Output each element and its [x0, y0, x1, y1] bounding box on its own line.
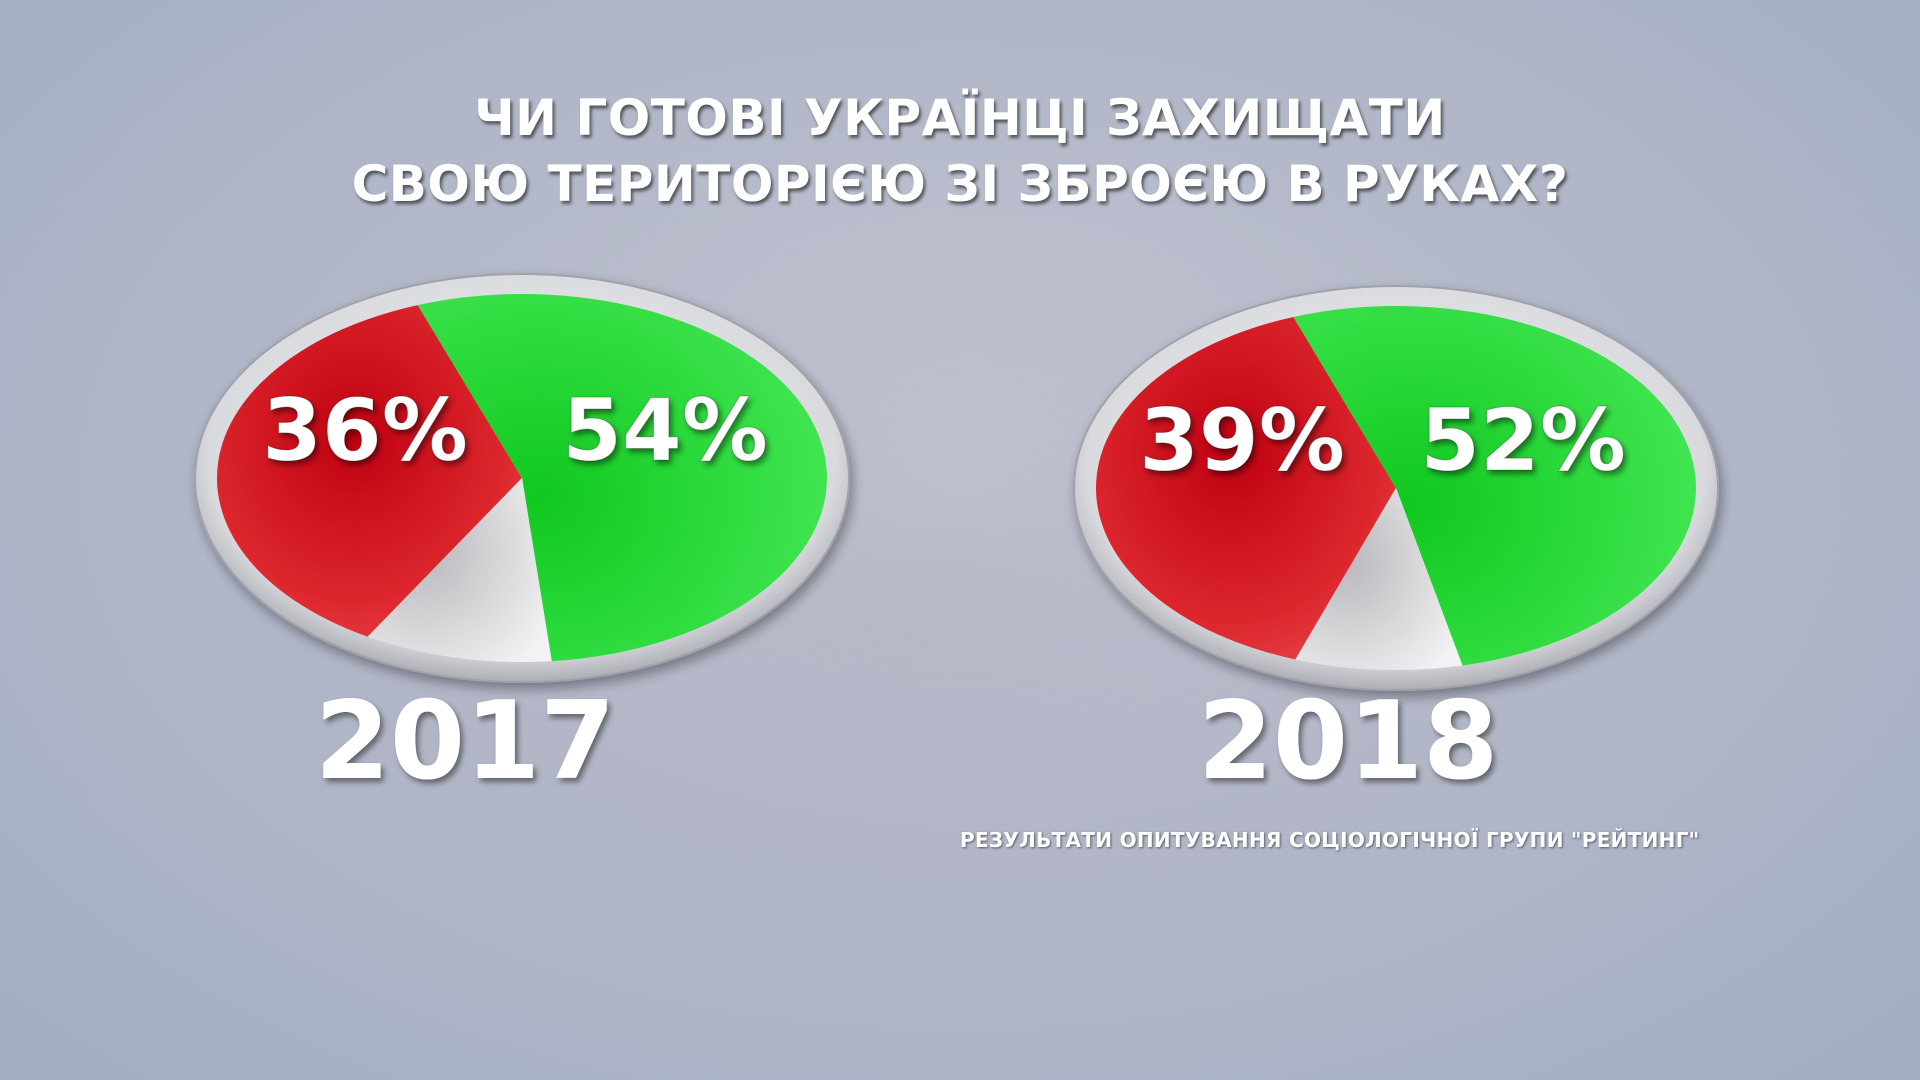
year-label-2017: 2017: [315, 679, 616, 804]
chart-title-line-2: СВОЮ ТЕРИТОРІЄЮ ЗІ ЗБРОЄЮ В РУКАХ?: [351, 155, 1569, 213]
slice-positive-label-2017: 54%: [562, 381, 768, 481]
slice-positive-2017: [417, 294, 827, 662]
year-label-2018: 2018: [1198, 679, 1499, 804]
source-note: РЕЗУЛЬТАТИ ОПИТУВАННЯ СОЦІОЛОГІЧНОЇ ГРУП…: [960, 828, 1700, 852]
pie-chart-2018: 39% 52%: [1073, 285, 1719, 691]
slice-negative-label-2017: 36%: [262, 381, 468, 481]
slice-negative-label-2018: 39%: [1139, 391, 1345, 491]
slice-undecided-2018: [1295, 488, 1463, 670]
slice-positive-2018: [1293, 306, 1696, 666]
slice-negative-2018: [1095, 316, 1396, 660]
slice-positive-label-2018: 52%: [1420, 391, 1626, 491]
pie-chart-2017: 36% 54%: [194, 273, 850, 683]
slice-negative-2017: [216, 305, 522, 637]
chart-title-line-1: ЧИ ГОТОВІ УКРАЇНЦІ ЗАХИЩАТИ: [474, 89, 1446, 147]
slice-undecided-2017: [367, 478, 552, 662]
